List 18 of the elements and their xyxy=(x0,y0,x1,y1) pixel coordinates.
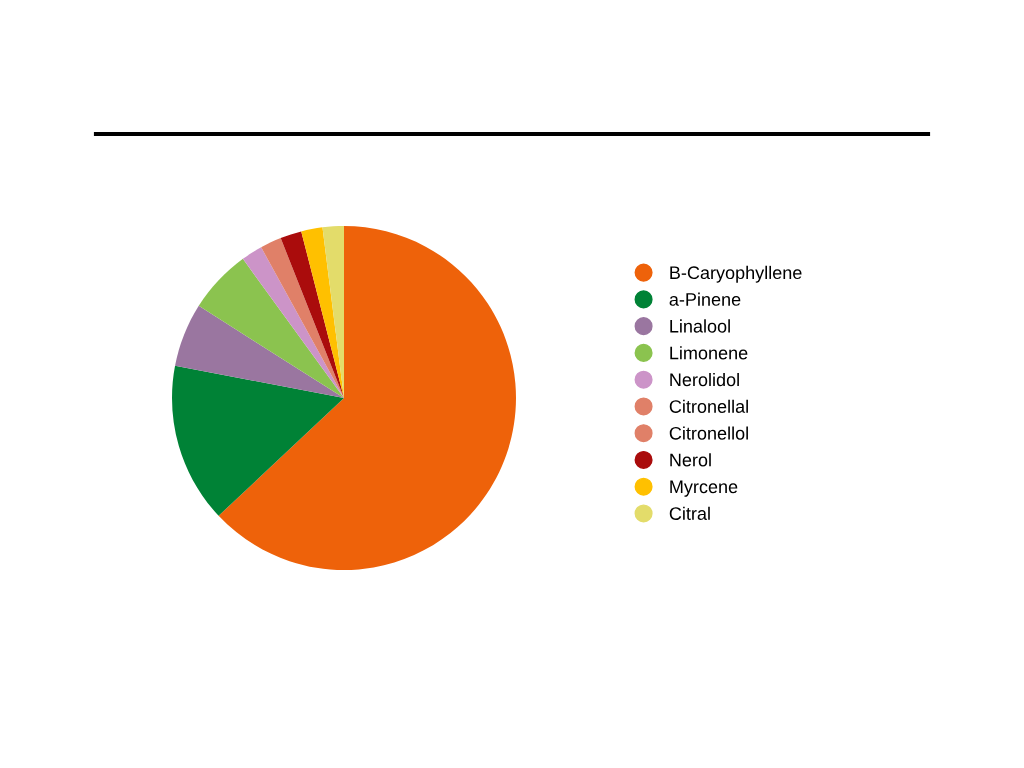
pie-slice xyxy=(280,231,344,398)
legend-label: Nerolidol xyxy=(670,372,739,387)
legend-label: Citral xyxy=(669,506,710,520)
pie-slice xyxy=(175,305,344,398)
legend-label: Citronellol xyxy=(669,426,748,440)
pie-slice xyxy=(242,247,344,398)
legend-label: Nerol xyxy=(670,453,711,467)
pie-slice xyxy=(198,258,344,398)
legend-label: a-Pinene xyxy=(669,292,741,306)
pie-slice xyxy=(172,365,344,516)
legend-label: Myrcene xyxy=(670,480,738,497)
pie-slice xyxy=(301,227,344,398)
pie-slice xyxy=(261,238,344,398)
legend-label: B-Caryophyllene xyxy=(670,265,802,283)
legend-label: Limonene xyxy=(670,346,748,360)
legend-label: Citronellal xyxy=(669,399,748,413)
pie-slice xyxy=(218,226,516,570)
legend-label: Linalool xyxy=(670,319,730,333)
